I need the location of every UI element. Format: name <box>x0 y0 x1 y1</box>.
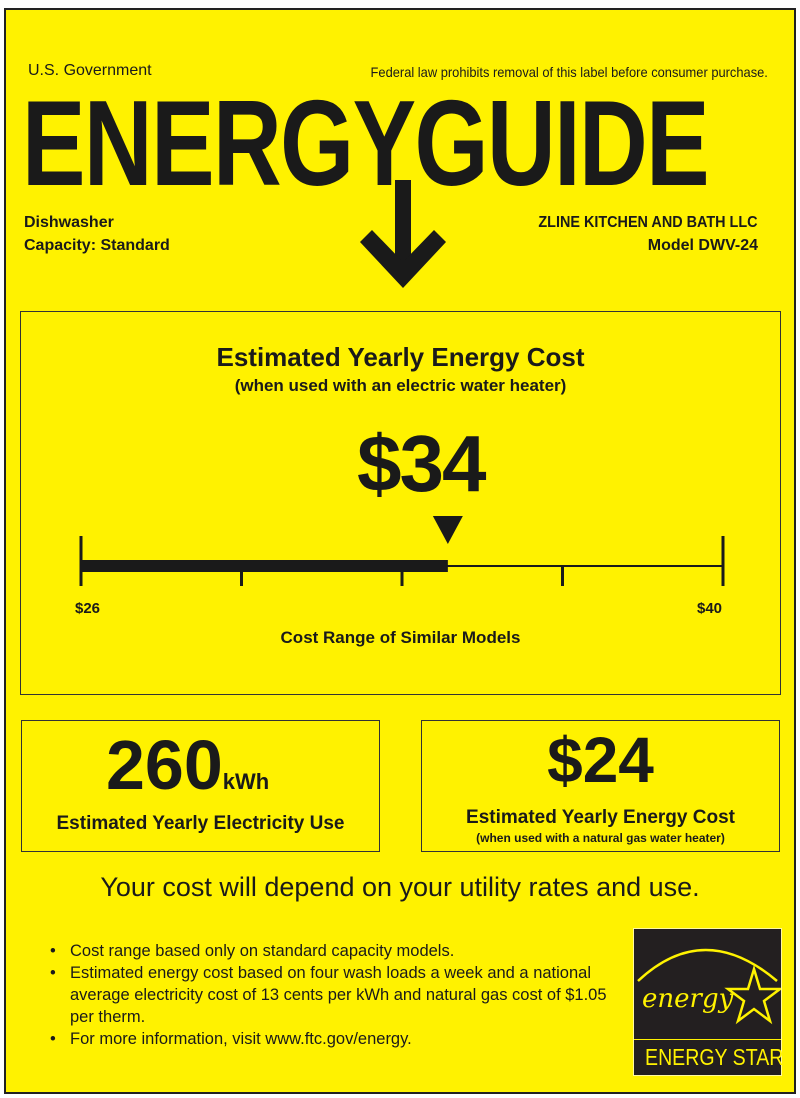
cost-heading: Estimated Yearly Energy Cost <box>216 342 585 372</box>
gas-cost-caption: Estimated Yearly Energy Cost <box>466 807 735 828</box>
utility-disclaimer: Your cost will depend on your utility ra… <box>100 872 700 902</box>
notes-list: Cost range based only on standard capaci… <box>48 940 608 1050</box>
gas-cost-subcaption: (when used with a natural gas water heat… <box>476 831 725 845</box>
energy-star-icon: energy <box>637 948 784 1025</box>
gas-cost-panel: $24 Estimated Yearly Energy Cost (when u… <box>421 720 780 852</box>
gas-cost-value: $24 <box>547 724 654 796</box>
energy-star-logo: energy ENERGY STAR <box>633 928 784 1076</box>
manufacturer: ZLINE KITCHEN AND BATH LLC <box>538 214 758 231</box>
removal-notice: Federal law prohibits removal of this la… <box>370 64 768 80</box>
electric-cost-panel: Estimated Yearly Energy Cost (when used … <box>20 311 781 695</box>
svg-text:energy: energy <box>642 984 734 1014</box>
range-caption: Cost Range of Similar Models <box>280 628 521 647</box>
model-number: Model DWV-24 <box>647 237 758 254</box>
range-min-label: $26 <box>75 600 101 617</box>
cost-range-scale <box>79 516 725 586</box>
cost-value: $34 <box>357 419 486 508</box>
capacity: Capacity: Standard <box>24 237 170 254</box>
kwh-value: 260kWh <box>106 726 270 804</box>
note-item: Estimated energy cost based on four wash… <box>48 962 608 1028</box>
scale-fill <box>81 560 448 572</box>
energy-star-label: ENERGY STAR <box>645 1044 784 1070</box>
appliance-type: Dishwasher <box>24 214 114 231</box>
note-item: Cost range based only on standard capaci… <box>48 940 608 962</box>
kwh-caption: Estimated Yearly Electricity Use <box>56 813 345 834</box>
cost-subheading: (when used with an electric water heater… <box>234 376 567 395</box>
note-item: For more information, visit www.ftc.gov/… <box>48 1028 608 1050</box>
electricity-use-panel: 260kWh Estimated Yearly Electricity Use <box>21 720 380 852</box>
range-max-label: $40 <box>697 600 723 617</box>
government-text: U.S. Government <box>28 62 152 79</box>
arrow-down-icon <box>360 180 446 288</box>
energyguide-title: ENERGYGUIDE <box>22 75 710 211</box>
cost-marker-triangle <box>432 516 463 544</box>
